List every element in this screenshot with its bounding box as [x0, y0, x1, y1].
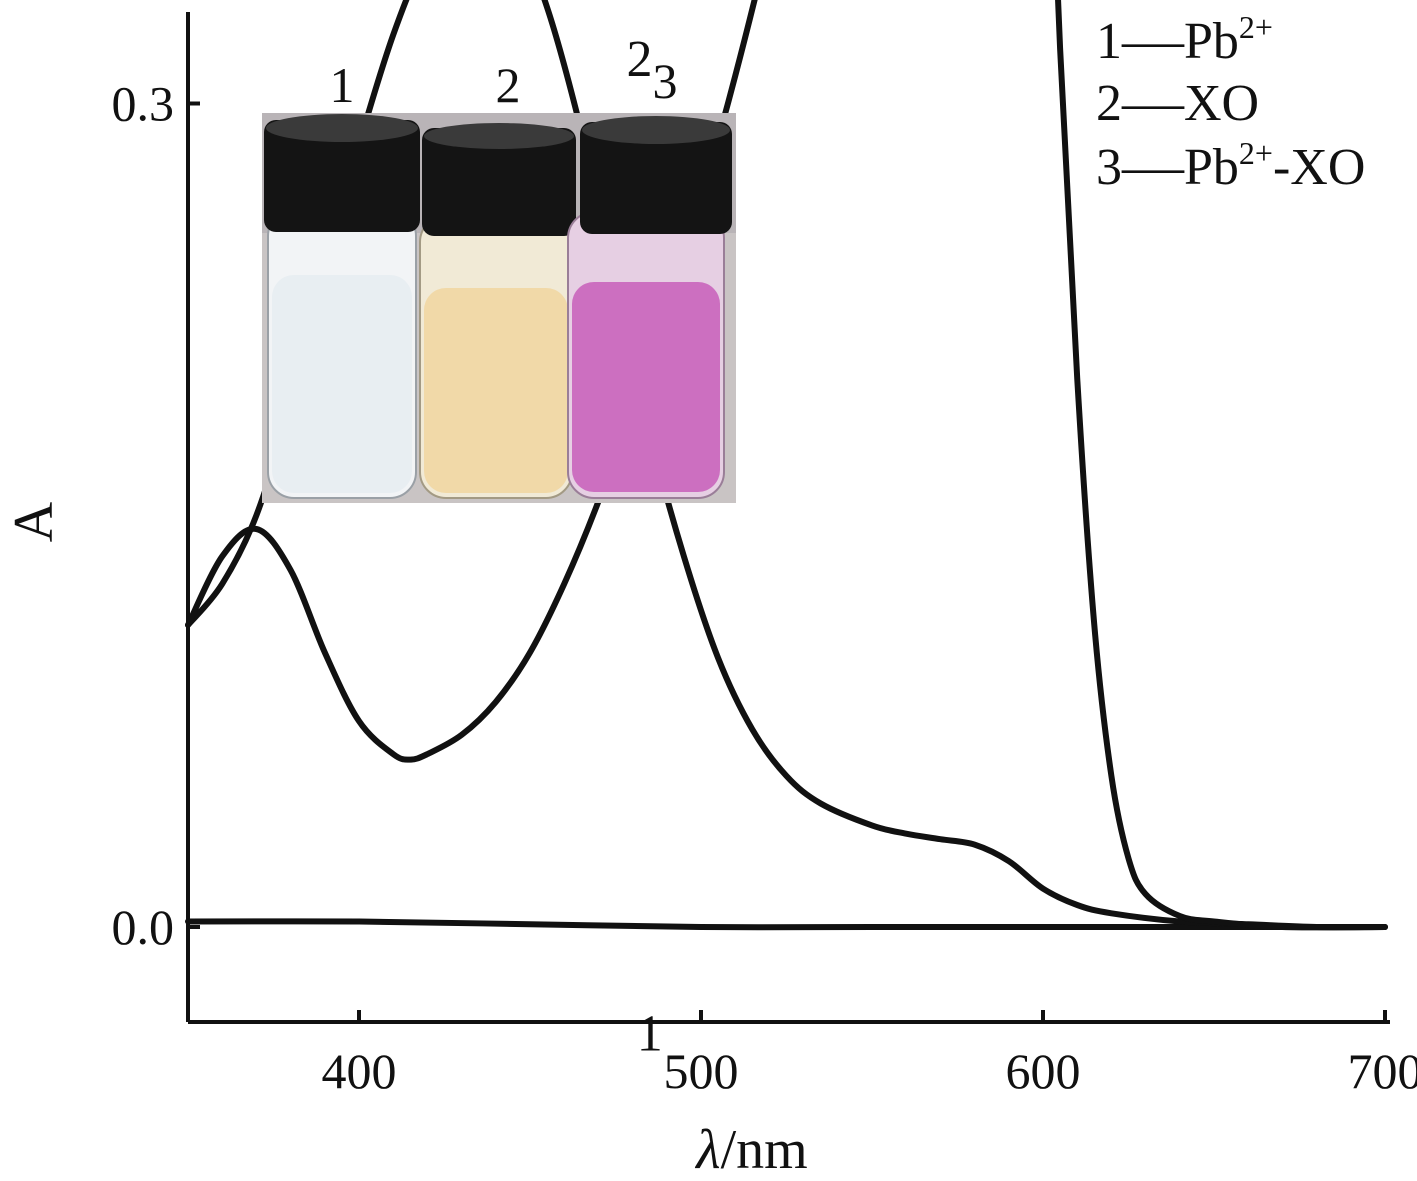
legend-entry-2: 2—XO: [1096, 75, 1259, 132]
curve-label-1: 1: [637, 1006, 663, 1063]
x-tick-label: 600: [1006, 1043, 1081, 1099]
vial-2-cap: [422, 128, 576, 236]
vial-3-cap: [580, 122, 732, 234]
y-tick-label: 0.0: [112, 899, 175, 955]
y-axis-title: A: [3, 501, 65, 542]
legend-entry-3: 3—Pb2+-XO: [1096, 135, 1365, 196]
legend: 1—Pb2+ 2—XO 3—Pb2+-XO: [1096, 9, 1365, 196]
y-ticks: 0.00.30.60.9: [112, 76, 200, 955]
x-axis-unit: /nm: [721, 1119, 808, 1181]
series-1-line: [185, 918, 1388, 931]
legend-entry-1: 1—Pb2+: [1096, 9, 1273, 70]
curve-label-2: 2: [626, 31, 652, 88]
x-tick-label: 700: [1348, 1043, 1417, 1099]
vial-3-liquid: [572, 282, 720, 492]
x-ticks: 400 500 600 700: [322, 1010, 1417, 1099]
x-axis-symbol: λ: [694, 1119, 720, 1181]
vial-2-liquid: [424, 288, 568, 493]
vial-2-cap-top: [424, 123, 574, 149]
series-3-line: [185, 0, 1388, 931]
x-tick-label: 400: [322, 1043, 397, 1099]
vial-3-cap-top: [582, 116, 730, 144]
x-axis-title: λ/nm: [694, 1119, 807, 1181]
vial-1-liquid: [272, 275, 412, 493]
vial-1-cap-top: [266, 114, 418, 142]
curve-labels: 123: [626, 31, 663, 1063]
inset-photo: 1 2 3: [262, 53, 736, 503]
vial-3: [567, 116, 732, 499]
vial-1-cap: [264, 120, 420, 232]
inset-label-3: 3: [653, 53, 678, 109]
inset-label-2: 2: [496, 57, 521, 113]
y-tick-label: 0.3: [112, 76, 175, 132]
inset-label-1: 1: [330, 57, 355, 113]
axes: [186, 12, 1390, 1024]
vial-1: [264, 114, 420, 499]
vial-2: [419, 123, 576, 499]
x-tick-label: 500: [664, 1043, 739, 1099]
